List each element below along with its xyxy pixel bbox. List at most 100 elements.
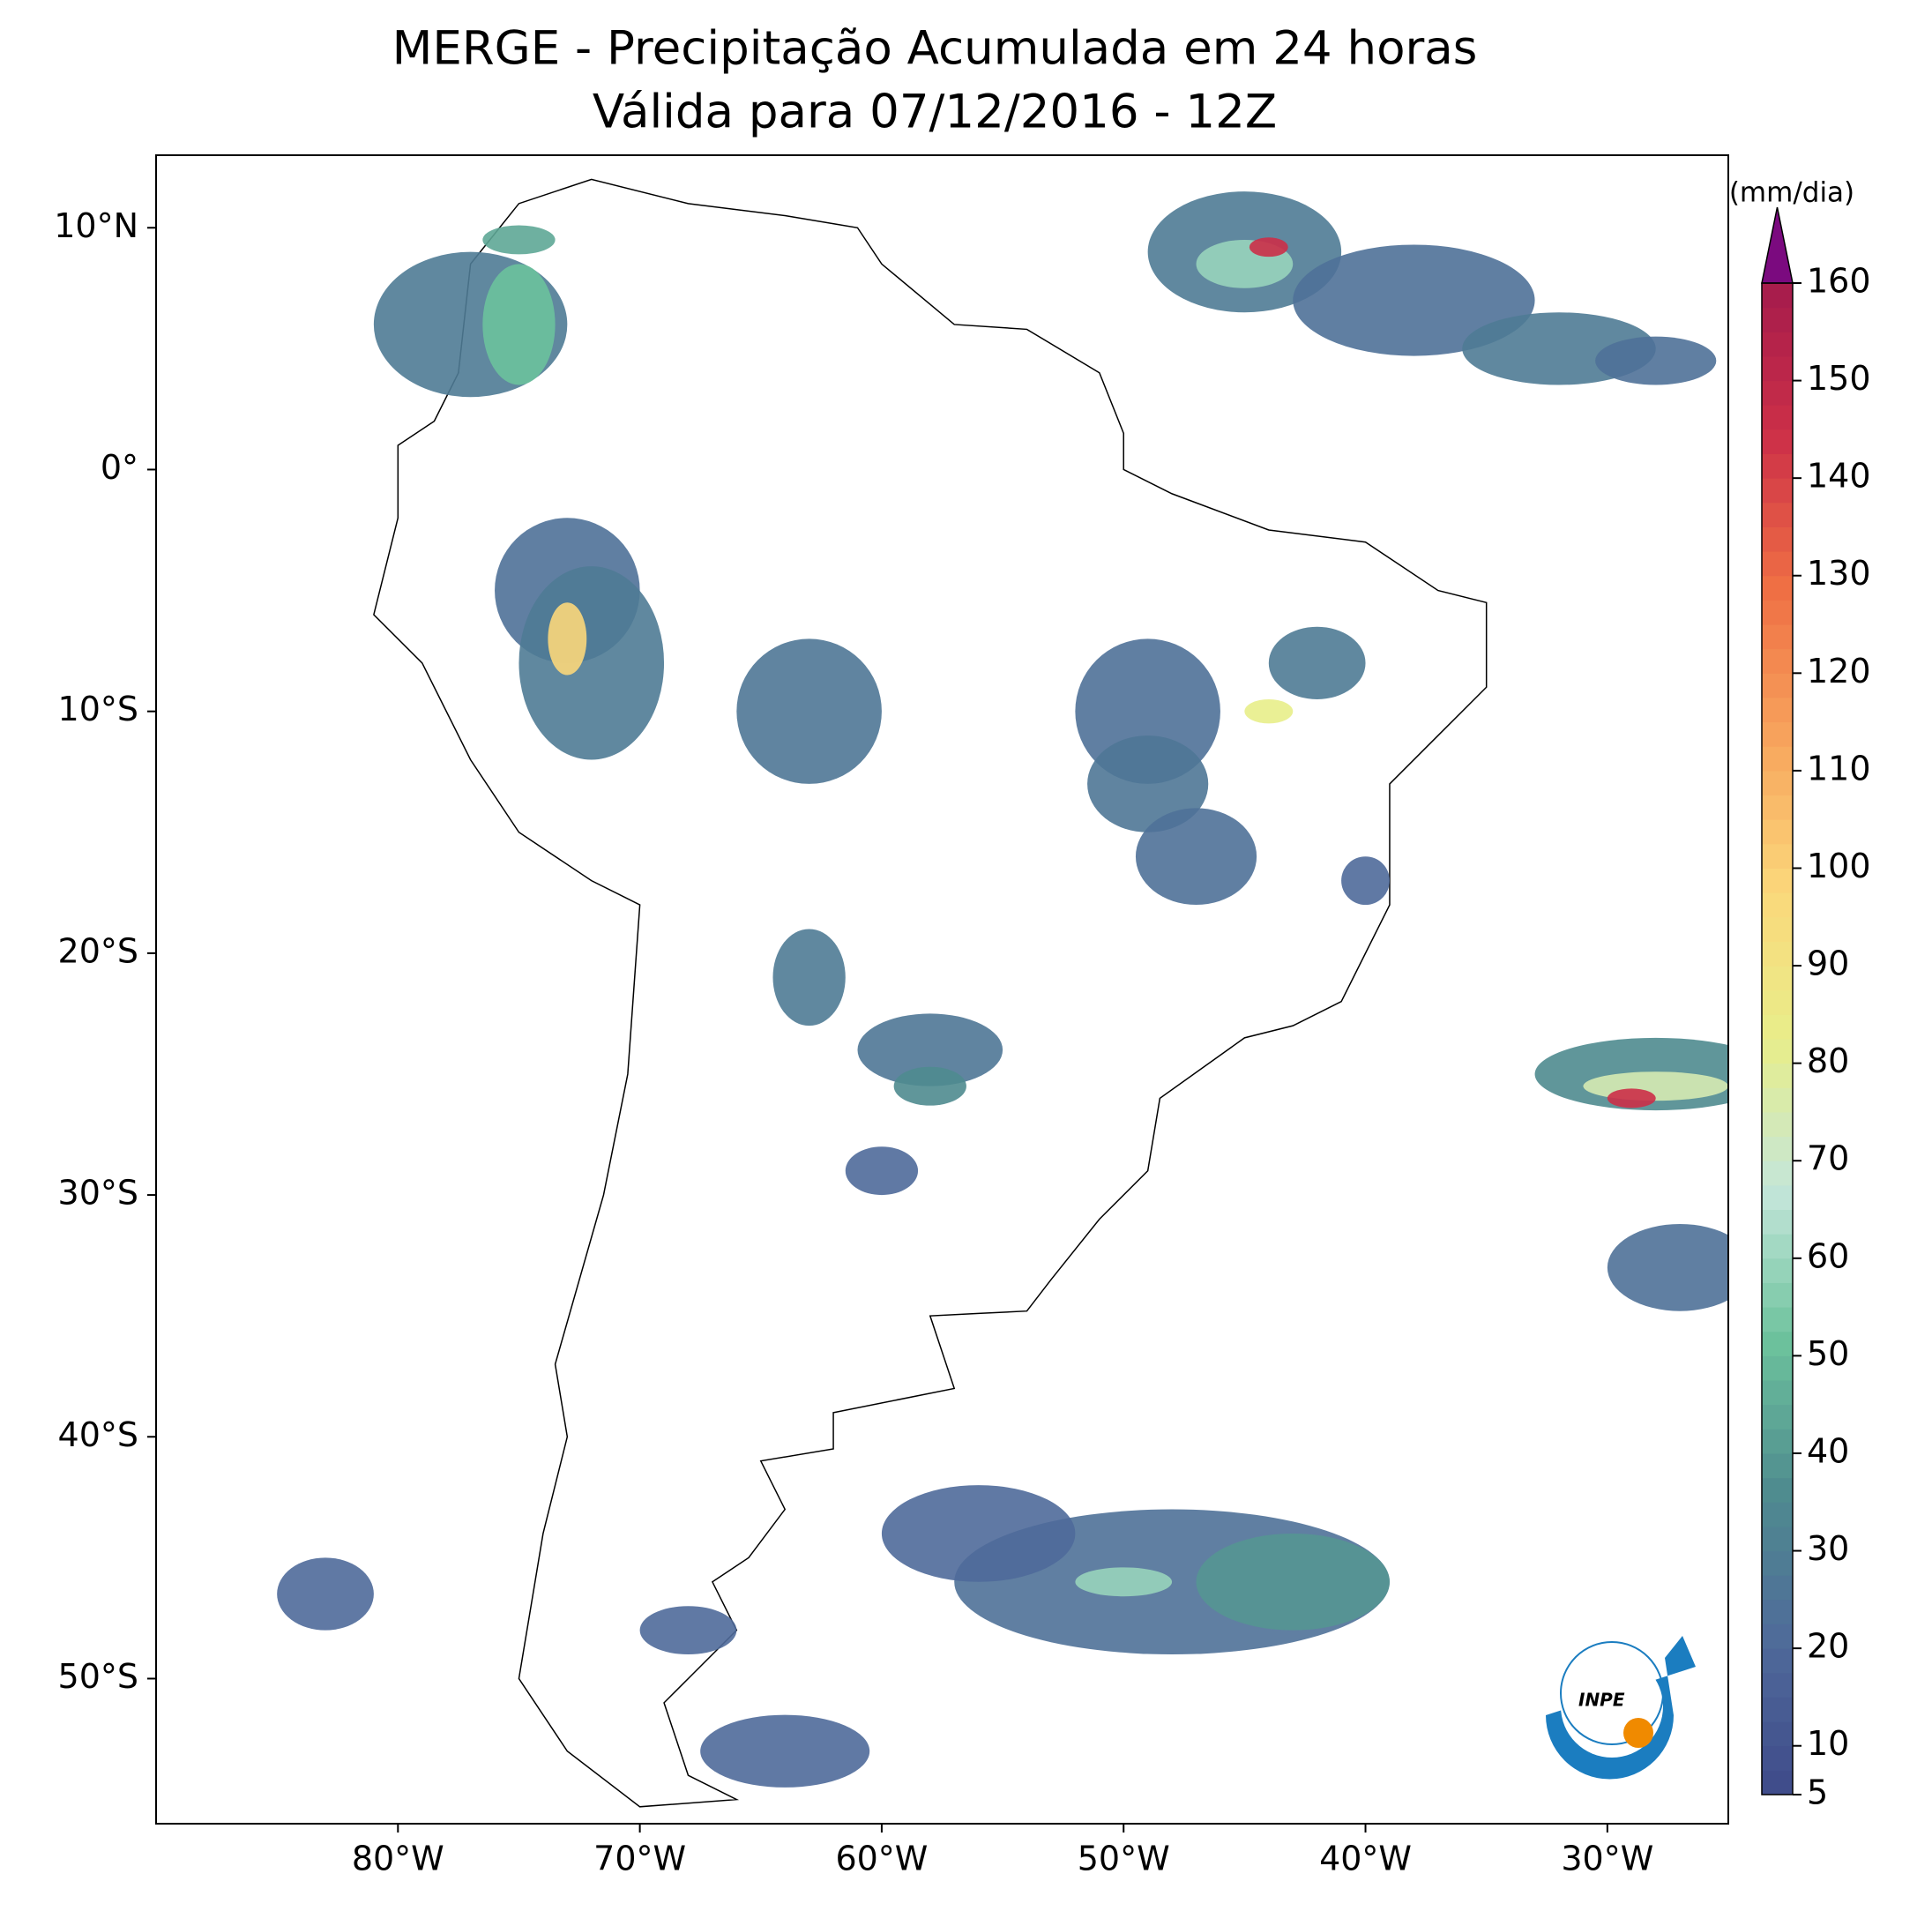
precip-area [639, 1606, 737, 1655]
colorbar-band [1762, 1380, 1793, 1406]
colorbar-band [1762, 916, 1793, 942]
colorbar-band [1762, 624, 1793, 650]
colorbar-band [1762, 429, 1793, 455]
colorbar-band [1762, 1063, 1793, 1088]
lon-tick-label: 40°W [1319, 1840, 1412, 1878]
colorbar-frame [1761, 282, 1794, 1795]
colorbar-tick-label: 50 [1807, 1334, 1849, 1373]
colorbar-band [1762, 283, 1793, 309]
colorbar-tick-label: 70 [1807, 1139, 1849, 1178]
colorbar-band [1762, 892, 1793, 918]
logo-sun [1623, 1718, 1653, 1748]
colorbar-band [1762, 1331, 1793, 1356]
colorbar-band [1762, 697, 1793, 723]
lon-tick-label: 60°W [835, 1840, 928, 1878]
precip-area [482, 225, 556, 255]
lat-tick-label: 20°S [58, 931, 138, 970]
colorbar-band [1762, 1452, 1793, 1479]
colorbar-band [1762, 1502, 1793, 1527]
colorbar-band [1762, 1624, 1793, 1649]
colorbar-band [1762, 819, 1793, 845]
colorbar-band [1762, 966, 1793, 991]
colorbar-band [1762, 1184, 1793, 1211]
colorbar-band [1762, 1111, 1793, 1138]
colorbar-band [1762, 1136, 1793, 1161]
colorbar-band [1762, 843, 1793, 869]
colorbar-band [1762, 1477, 1793, 1503]
colorbar-band [1762, 405, 1793, 430]
colorbar-tick-label: 120 [1807, 652, 1871, 690]
colorbar-band [1762, 380, 1793, 406]
colorbar-band [1762, 648, 1793, 674]
colorbar-tick-label: 40 [1807, 1431, 1849, 1470]
precip-area [277, 1557, 374, 1631]
colorbar-band [1762, 332, 1793, 357]
lat-tick-label: 0° [101, 448, 138, 487]
precip-area [700, 1714, 870, 1788]
colorbar-tick-label: 60 [1807, 1236, 1849, 1275]
precip-area [1244, 698, 1294, 724]
colorbar-band [1762, 478, 1793, 504]
precip-area [1595, 336, 1717, 385]
precip-area [881, 1485, 1076, 1582]
colorbar-band [1762, 746, 1793, 772]
lon-tick-label: 50°W [1078, 1840, 1170, 1878]
colorbar-extend [1761, 206, 1794, 284]
colorbar-band [1762, 1258, 1793, 1283]
colorbar-tick-label: 140 [1807, 457, 1871, 496]
colorbar-band [1762, 868, 1793, 893]
precip-area [1583, 1071, 1728, 1101]
precip-area [482, 264, 556, 385]
colorbar-band [1762, 1550, 1793, 1576]
colorbar-band [1762, 989, 1793, 1015]
colorbar-band [1762, 1282, 1793, 1308]
colorbar-band [1762, 1599, 1793, 1624]
precip-area [1341, 856, 1390, 906]
precip-area [857, 1013, 1003, 1086]
colorbar-tick-label: 110 [1807, 749, 1871, 788]
lat-tick-label: 10°N [54, 206, 138, 245]
colorbar-band [1762, 1648, 1793, 1674]
colorbar-band [1762, 1307, 1793, 1332]
colorbar-tick-label: 150 [1807, 359, 1871, 398]
title-line: MERGE - Precipitação Acumulada em 24 hor… [392, 22, 1478, 76]
lat-tick-label: 30°S [58, 1174, 138, 1213]
colorbar-band [1762, 502, 1793, 527]
logo-orbit [1560, 1641, 1664, 1745]
precip-area [548, 602, 587, 676]
colorbar-tick-label: 130 [1807, 554, 1871, 593]
title-line: Válida para 07/12/2016 - 12Z [593, 86, 1277, 139]
logo-text: INPE [1578, 1690, 1625, 1711]
colorbar-band [1762, 1161, 1793, 1186]
lon-tick-label: 80°W [352, 1840, 444, 1878]
precip-area [1607, 1088, 1656, 1109]
colorbar-label: (mm/dia) [1729, 177, 1854, 209]
colorbar-band [1762, 770, 1793, 796]
colorbar-tick-label: 100 [1807, 847, 1871, 885]
lat-tick-label: 50°S [58, 1657, 138, 1696]
colorbar-band [1762, 941, 1793, 967]
colorbar-band [1762, 1087, 1793, 1113]
colorbar-band [1762, 1672, 1793, 1698]
colorbar-band [1762, 1014, 1793, 1040]
colorbar-band [1762, 1404, 1793, 1430]
precip-area [893, 1066, 966, 1106]
colorbar-tick-label: 80 [1807, 1041, 1849, 1080]
colorbar-band [1762, 673, 1793, 698]
colorbar-tick-label: 10 [1807, 1724, 1849, 1763]
precip-area [1249, 237, 1288, 258]
colorbar-tick-label: 20 [1807, 1627, 1849, 1666]
colorbar-band [1762, 1721, 1793, 1747]
colorbar-band [1762, 1745, 1793, 1771]
colorbar-band [1762, 1429, 1793, 1454]
precip-area [772, 929, 846, 1026]
precip-area [1087, 735, 1209, 832]
colorbar-band [1762, 1355, 1793, 1381]
colorbar-band [1762, 551, 1793, 577]
colorbar-band [1762, 1039, 1793, 1064]
precip-area [1075, 1567, 1173, 1597]
precip-area [1268, 626, 1366, 699]
lon-tick-label: 30°W [1561, 1840, 1653, 1878]
colorbar-band [1762, 1526, 1793, 1552]
